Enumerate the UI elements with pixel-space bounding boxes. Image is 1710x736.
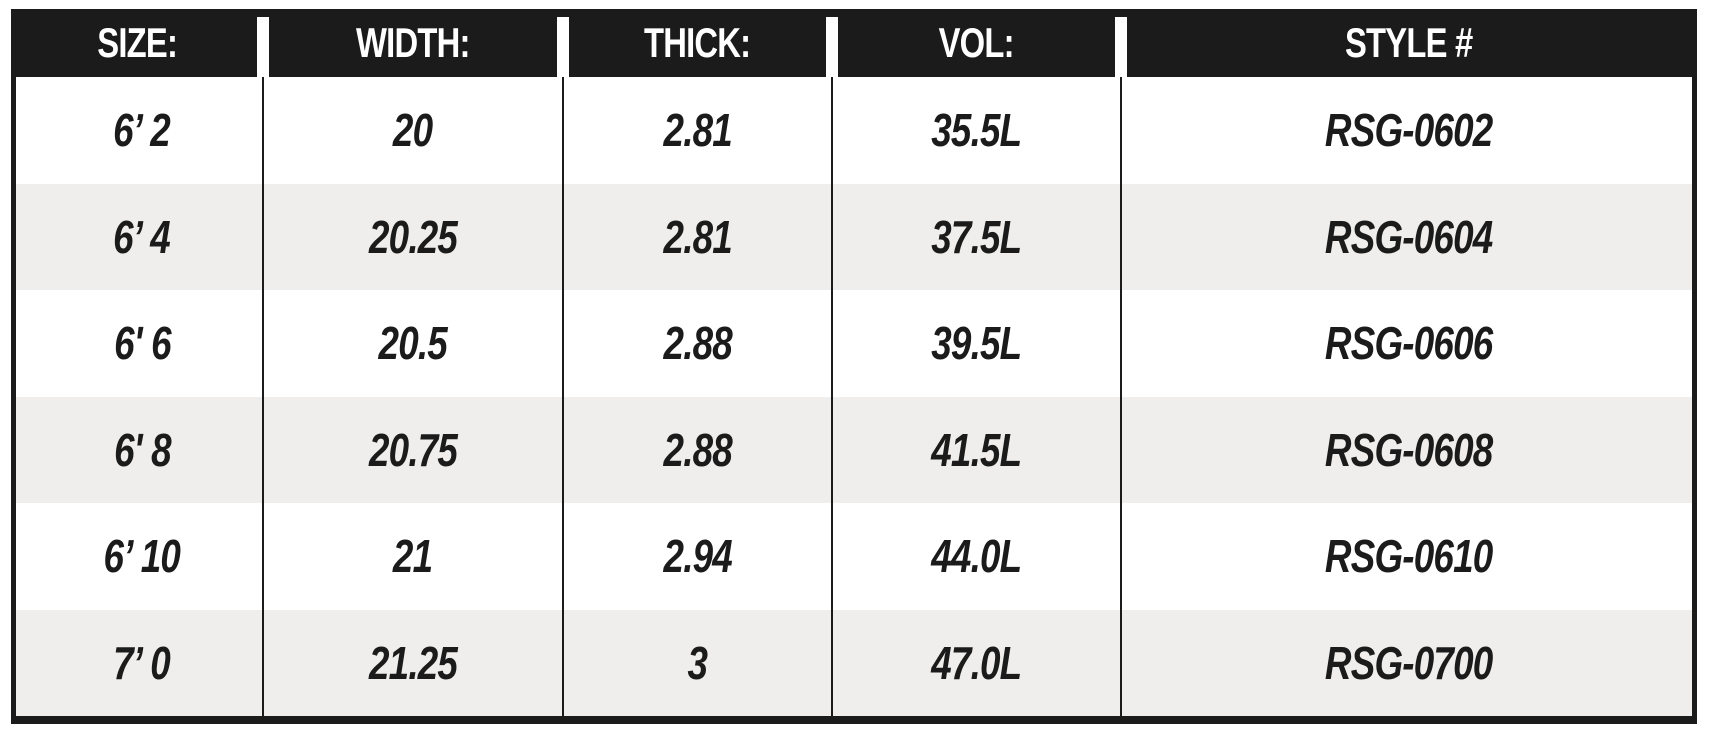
cell-text: RSG-0608: [1325, 423, 1493, 476]
cell-text: 21.25: [368, 636, 458, 689]
table-cell: 20.5: [263, 290, 563, 397]
cell-text: 2.88: [663, 423, 732, 476]
cell-text: 20: [393, 104, 433, 157]
table-cell: 6' 8: [16, 397, 268, 504]
cell-text: RSG-0700: [1325, 636, 1493, 689]
cell-text: RSG-0602: [1325, 104, 1493, 157]
table-cell: 2.88: [563, 290, 832, 397]
table-cell: RSG-0604: [1121, 184, 1697, 291]
column-divider: [1120, 77, 1122, 718]
header-text: SIZE:: [97, 19, 178, 66]
table-cell: 37.5L: [832, 184, 1121, 291]
table-cell: 41.5L: [832, 397, 1121, 504]
cell-text: 20.75: [368, 423, 458, 476]
cell-text: 6’ 10: [103, 530, 181, 583]
cell-text: 39.5L: [931, 317, 1022, 370]
cell-text: 47.0L: [931, 636, 1022, 689]
table-cell: 20.25: [263, 184, 563, 291]
cell-text: 37.5L: [931, 210, 1022, 263]
cell-text: 41.5L: [931, 423, 1022, 476]
cell-text: RSG-0604: [1325, 210, 1493, 263]
table-cell: 47.0L: [832, 610, 1121, 717]
table-cell: 2.88: [563, 397, 832, 504]
cell-text: RSG-0606: [1325, 317, 1493, 370]
table-cell: 3: [563, 610, 832, 717]
header-separator: [826, 17, 838, 77]
header-cell: STYLE #: [1121, 9, 1697, 77]
table-row: 7’ 0 21.25 3 47.0L RSG-0700: [16, 609, 1692, 717]
table-cell: RSG-0700: [1121, 610, 1697, 717]
column-divider: [262, 77, 264, 718]
cell-text: 6’ 2: [113, 104, 172, 157]
header-cell: SIZE:: [11, 9, 263, 77]
table-cell: 2.94: [563, 503, 832, 610]
table-cell: RSG-0602: [1121, 77, 1697, 184]
table-cell: 39.5L: [832, 290, 1121, 397]
size-table: SIZE: WIDTH: THICK: VOL: STYLE # 6’ 2 20 2.81 35…: [11, 9, 1697, 724]
cell-text: 3: [687, 636, 708, 689]
cell-text: 21: [393, 530, 433, 583]
cell-text: 2.94: [663, 530, 732, 583]
cell-text: 20.25: [368, 210, 458, 263]
cell-text: 2.81: [663, 104, 732, 157]
header-separator: [557, 17, 569, 77]
cell-text: 6' 8: [113, 423, 172, 476]
table-cell: RSG-0606: [1121, 290, 1697, 397]
table-cell: 6’ 4: [16, 184, 268, 291]
table-cell: 2.81: [563, 184, 832, 291]
table-cell: 6’ 10: [16, 503, 268, 610]
table-cell: 6' 6: [16, 290, 268, 397]
column-divider: [562, 77, 564, 718]
table-row: 6' 8 20.75 2.88 41.5L RSG-0608: [16, 396, 1692, 504]
header-cell: VOL:: [832, 9, 1121, 77]
cell-text: 6’ 4: [113, 210, 172, 263]
header-cell: THICK:: [563, 9, 832, 77]
table-cell: 21.25: [263, 610, 563, 717]
table-cell: 2.81: [563, 77, 832, 184]
table-cell: 7’ 0: [16, 610, 268, 717]
cell-text: 35.5L: [931, 104, 1022, 157]
header-separator: [1115, 17, 1127, 77]
table-cell: RSG-0610: [1121, 503, 1697, 610]
cell-text: RSG-0610: [1325, 530, 1493, 583]
cell-text: 2.88: [663, 317, 732, 370]
header-text: VOL:: [938, 19, 1015, 66]
header-text: STYLE #: [1345, 19, 1473, 66]
table-row: 6’ 4 20.25 2.81 37.5L RSG-0604: [16, 183, 1692, 291]
table-cell: 20.75: [263, 397, 563, 504]
table-cell: 44.0L: [832, 503, 1121, 610]
header-cell: WIDTH:: [263, 9, 563, 77]
header-text: THICK:: [644, 19, 751, 66]
header-separator: [257, 17, 269, 77]
cell-text: 20.5: [378, 317, 448, 370]
cell-text: 44.0L: [931, 530, 1022, 583]
table-row: 6’ 10 21 2.94 44.0L RSG-0610: [16, 503, 1692, 610]
header-text: WIDTH:: [356, 19, 470, 66]
table-cell: 20: [263, 77, 563, 184]
cell-text: 2.81: [663, 210, 732, 263]
column-divider: [831, 77, 833, 718]
table-row: 6' 6 20.5 2.88 39.5L RSG-0606: [16, 290, 1692, 397]
table-cell: 35.5L: [832, 77, 1121, 184]
table-cell: 6’ 2: [16, 77, 268, 184]
cell-text: 6' 6: [113, 317, 172, 370]
table-cell: 21: [263, 503, 563, 610]
table-row: 6’ 2 20 2.81 35.5L RSG-0602: [16, 77, 1692, 184]
cell-text: 7’ 0: [113, 636, 172, 689]
table-cell: RSG-0608: [1121, 397, 1697, 504]
